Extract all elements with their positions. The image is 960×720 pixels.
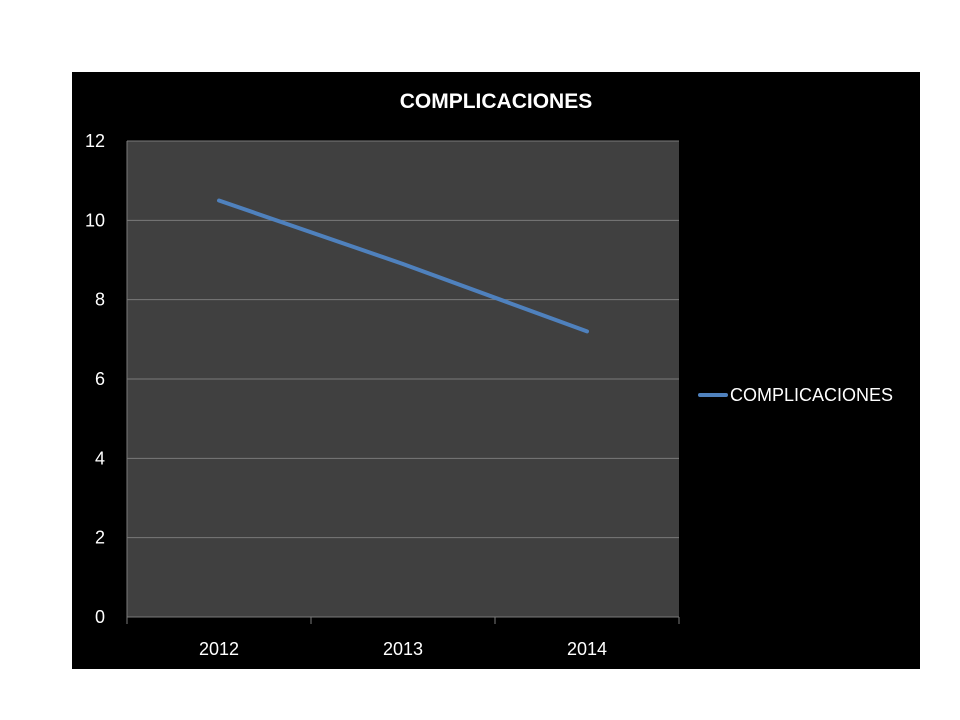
- x-tick-labels: 2012 2013 2014: [199, 639, 607, 659]
- axes: [126, 141, 680, 624]
- y-tick-label: 0: [95, 607, 105, 627]
- chart-frame: 0 2 4 6 8 10 12 2012 2013 2014 COMPLICACIONES CO…: [72, 72, 920, 669]
- legend: COMPLICACIONES: [698, 385, 893, 405]
- series-group: [217, 198, 589, 334]
- y-tick-label: 6: [95, 369, 105, 389]
- gridlines: [127, 140, 679, 539]
- legend-label: COMPLICACIONES: [730, 385, 893, 405]
- line-chart: 0 2 4 6 8 10 12 2012 2013 2014 COMPLICACIONES CO…: [85, 90, 893, 659]
- y-tick-label: 10: [85, 210, 105, 230]
- y-tick-label: 2: [95, 528, 105, 548]
- y-tick-label: 8: [95, 290, 105, 310]
- y-tick-label: 4: [95, 448, 105, 468]
- x-tick-label: 2013: [383, 639, 423, 659]
- x-tick-label: 2014: [567, 639, 607, 659]
- y-tick-labels: 0 2 4 6 8 10 12: [85, 131, 105, 627]
- chart-title: COMPLICACIONES: [400, 90, 593, 113]
- x-tick-label: 2012: [199, 639, 239, 659]
- y-tick-label: 12: [85, 131, 105, 151]
